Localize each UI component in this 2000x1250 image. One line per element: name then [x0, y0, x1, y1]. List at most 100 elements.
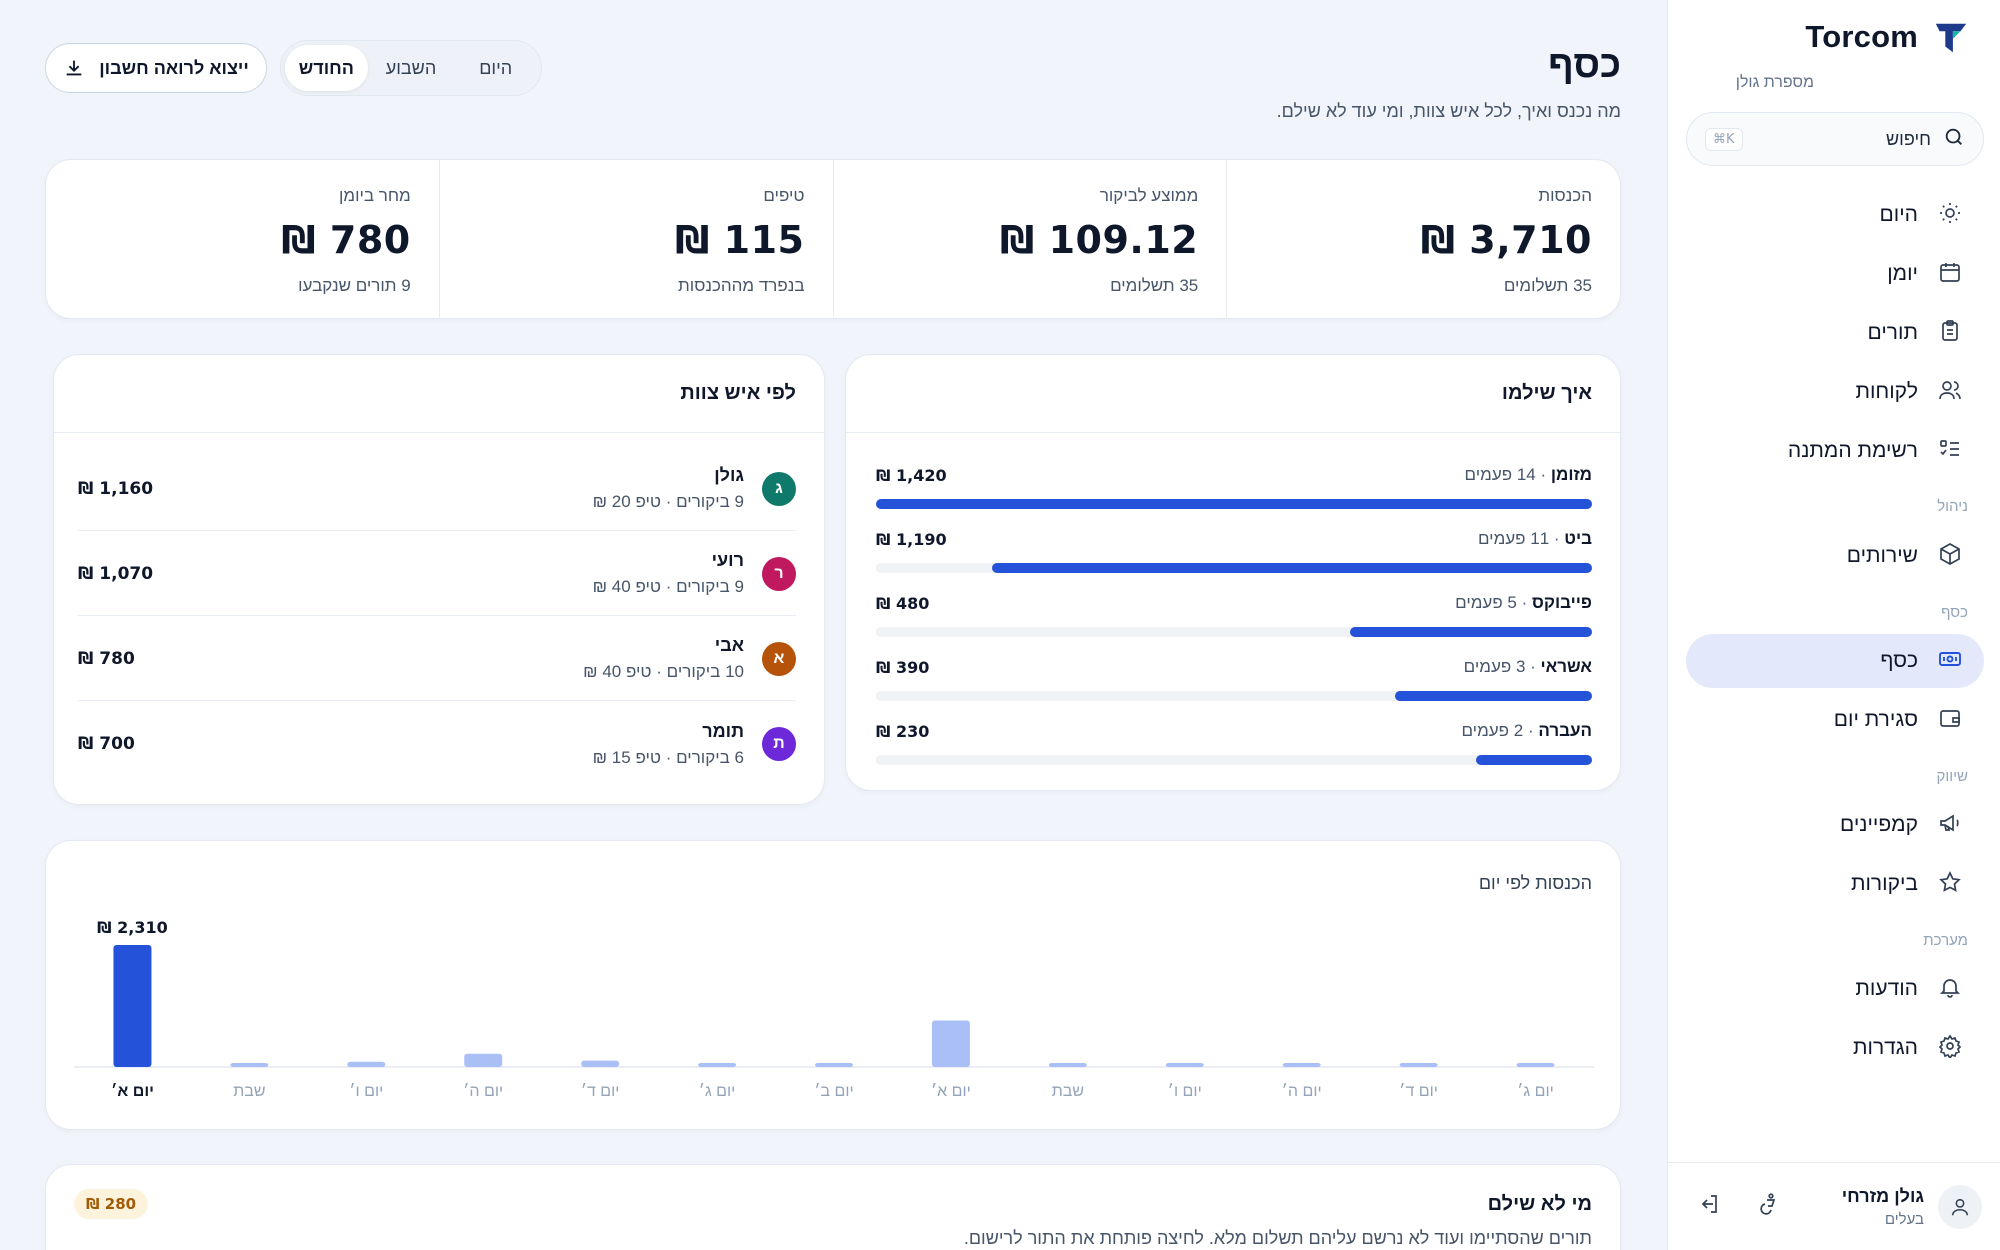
tab-week[interactable]: השבוע	[385, 57, 437, 78]
payment-sep: ·	[1525, 657, 1541, 676]
chart-bar[interactable]	[581, 1060, 620, 1067]
tab-month[interactable]: החודש	[284, 45, 368, 91]
nav-item-today[interactable]: היום	[1686, 188, 1984, 242]
chart-svg: יום ג׳ יום ד׳ יום ה׳ יום ו׳ שבת יום א׳ יום ב׳ י…	[74, 918, 1594, 1100]
chart-data-label: ₪ 2,310	[97, 918, 168, 937]
nav-item-notifications[interactable]: הודעות	[1686, 962, 1984, 1016]
kpi-note: בנפרד מההכנסות	[678, 276, 805, 295]
chart-bar[interactable]	[230, 1063, 269, 1067]
kpi-value: ₪ 109.12	[1000, 218, 1199, 262]
banknote-icon	[1938, 647, 1962, 676]
payment-count: 14 פעמים	[1464, 465, 1536, 484]
nav-item-money[interactable]: כסף	[1686, 634, 1984, 688]
box-icon	[1938, 542, 1962, 571]
kpi-income: הכנסות ₪ 3,710 35 תשלומים	[1226, 160, 1620, 318]
gear-icon	[1938, 1033, 1962, 1063]
chart-bar[interactable]	[815, 1063, 853, 1067]
nav-item-clients[interactable]: לקוחות	[1686, 365, 1984, 419]
staff-meta: 6 ביקורים · טיפ 15 ₪	[592, 747, 744, 767]
chart-bar[interactable]	[1516, 1063, 1555, 1067]
payment-count: 3 פעמים	[1463, 657, 1526, 676]
kpi-note: 35 תשלומים	[1110, 276, 1199, 295]
chart-bar[interactable]	[931, 1020, 970, 1067]
payment-row: אשראי · 3 פעמים ₪ 390	[876, 657, 1592, 701]
staff-meta: 9 ביקורים · טיפ 40 ₪	[592, 577, 744, 596]
nav-section-system: מערכת	[1923, 932, 1968, 949]
chart-x-tick-label: יום ה׳	[463, 1083, 503, 1100]
export-label: ייצוא לרואה חשבון	[99, 57, 249, 78]
staff-amount: ₪ 1,160	[78, 478, 154, 499]
chart-bar[interactable]	[113, 945, 152, 1067]
unpaid-total-badge: ₪ 280	[74, 1189, 149, 1219]
kpi-tomorrow: מחר ביומן ₪ 780 9 תורים שנקבעו	[46, 160, 439, 318]
payment-method-name: אשראי	[1540, 657, 1592, 676]
torcom-logo-icon	[1935, 23, 1967, 53]
nav-label: ביקורות	[1850, 872, 1918, 895]
kpi-note: 9 תורים שנקבעו	[298, 276, 411, 295]
accessibility-icon[interactable]	[1757, 1192, 1781, 1221]
search-box[interactable]: חיפוש ⌘K	[1686, 112, 1984, 166]
user-icon	[1951, 1198, 1969, 1215]
staff-avatar: ר	[762, 556, 796, 591]
chart-x-tick-label: יום א׳	[931, 1083, 971, 1100]
nav-item-services[interactable]: שירותים	[1686, 529, 1984, 583]
chart-bar[interactable]	[1282, 1063, 1321, 1067]
nav-item-calendar[interactable]: יומן	[1686, 247, 1984, 301]
nav-item-reviews[interactable]: ביקורות	[1686, 857, 1984, 911]
nav-label: הגדרות	[1852, 1036, 1918, 1059]
payment-row: העברה · 2 פעמים ₪ 230	[876, 721, 1592, 765]
chart-bar[interactable]	[1165, 1063, 1204, 1067]
chart-x-tick-label: יום ד׳	[581, 1083, 620, 1100]
staff-row[interactable]: א אבי 10 ביקורים · טיפ 40 ₪ ₪ 780	[78, 617, 796, 701]
user-bar: גולן מזרחי בעלים	[1667, 1162, 2000, 1250]
chart-x-tick-label: שבת	[233, 1083, 265, 1100]
kpi-label: מחר ביומן	[338, 186, 411, 205]
tab-today[interactable]: היום	[479, 57, 513, 78]
sidebar: Torcom מספרת גולן חיפוש ⌘K היום יומן תור…	[1667, 0, 2000, 1250]
nav-item-settings[interactable]: הגדרות	[1686, 1021, 1984, 1075]
chart-bar[interactable]	[464, 1053, 503, 1067]
range-tabs: היום השבוע החודש	[280, 40, 542, 96]
payment-row: ביט · 11 פעמים ₪ 1,190	[876, 529, 1592, 573]
payment-methods-card: איך שילמו מזומן · 14 פעמים ₪ 1,420 ביט · 1…	[845, 354, 1621, 791]
nav-section-marketing: שיווק	[1936, 768, 1969, 785]
daily-income-chart: הכנסות לפי יום יום ג׳ יום ד׳ יום ה׳ יום ו׳ ש…	[45, 840, 1621, 1130]
kpi-value: ₪ 115	[675, 218, 805, 262]
staff-row[interactable]: ת תומר 6 ביקורים · טיפ 15 ₪ ₪ 700	[78, 702, 796, 786]
nav-item-waitlist[interactable]: רשימת המתנה	[1686, 424, 1984, 478]
logout-icon[interactable]	[1697, 1192, 1721, 1221]
payment-count: 11 פעמים	[1477, 529, 1550, 548]
nav-item-appointments[interactable]: תורים	[1686, 306, 1984, 360]
export-accountant-button[interactable]: ייצוא לרואה חשבון	[45, 43, 267, 93]
nav-label: יומן	[1887, 262, 1918, 285]
payment-method-name: מזומן	[1550, 465, 1592, 484]
kpi-row: הכנסות ₪ 3,710 35 תשלומים ממוצע לביקור ₪…	[45, 159, 1621, 319]
chart-bar[interactable]	[698, 1063, 737, 1067]
chart-x-tick-label: יום ד׳	[1399, 1083, 1438, 1100]
chart-bar[interactable]	[1399, 1063, 1438, 1067]
user-actions	[1685, 1192, 1781, 1221]
wallet-icon	[1938, 706, 1962, 735]
staff-row[interactable]: ר רועי 9 ביקורים · טיפ 40 ₪ ₪ 1,070	[78, 532, 796, 616]
staff-name: גולן	[714, 465, 744, 485]
nav-section-manage: ניהול	[1937, 498, 1968, 515]
staff-avatar: ג	[762, 471, 796, 506]
payment-bar-fill	[1350, 627, 1592, 637]
megaphone-icon	[1938, 811, 1962, 840]
payment-method-name: העברה	[1538, 721, 1592, 740]
nav-item-campaigns[interactable]: קמפיינים	[1686, 798, 1984, 852]
chart-bar[interactable]	[1048, 1063, 1087, 1067]
avatar[interactable]	[1938, 1184, 1982, 1229]
staff-amount: ₪ 700	[78, 734, 135, 754]
staff-meta: 9 ביקורים · טיפ 20 ₪	[592, 492, 744, 511]
payment-bar-track	[876, 755, 1592, 765]
payment-bar-track	[876, 691, 1592, 701]
nav-item-day-close[interactable]: סגירת יום	[1686, 693, 1984, 747]
staff-row[interactable]: ג גולן 9 ביקורים · טיפ 20 ₪ ₪ 1,160	[78, 447, 796, 531]
brand-name: Torcom	[1805, 19, 1918, 54]
chart-x-tick-label: יום ו׳	[1168, 1083, 1202, 1100]
payment-amount: ₪ 480	[876, 593, 930, 613]
brand[interactable]: Torcom	[1805, 18, 1970, 56]
page-title: כסף	[1548, 44, 1621, 86]
chart-bar[interactable]	[347, 1061, 386, 1067]
